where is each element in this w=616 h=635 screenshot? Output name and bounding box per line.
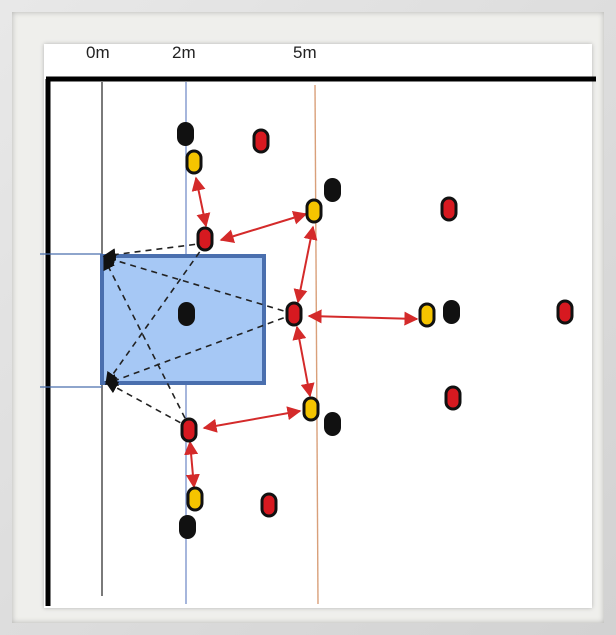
player-marker-icon <box>285 301 303 327</box>
player-marker-icon <box>302 396 320 422</box>
player-marker-icon <box>305 198 323 224</box>
player-marker-icon <box>178 302 195 326</box>
dashed-shot-lines <box>102 242 295 429</box>
label-0m: 0m <box>86 43 110 62</box>
player-marker-icon <box>443 300 460 324</box>
red-players <box>180 128 574 518</box>
player-marker-icon <box>196 226 214 252</box>
player-marker-icon <box>324 412 341 436</box>
player-marker-icon <box>440 196 458 222</box>
player-marker-icon <box>180 417 198 443</box>
player-marker-icon <box>179 515 196 539</box>
label-2m: 2m <box>172 43 196 62</box>
player-marker-icon <box>260 492 278 518</box>
player-marker-icon <box>185 149 203 175</box>
black-players <box>177 122 460 539</box>
player-marker-icon <box>556 299 574 325</box>
player-marker-icon <box>324 178 341 202</box>
player-marker-icon <box>252 128 270 154</box>
line-5m <box>314 84 319 605</box>
player-marker-icon <box>186 486 204 512</box>
player-marker-icon <box>418 302 436 328</box>
red-pass-arrows <box>184 176 419 489</box>
player-marker-icon <box>444 385 462 411</box>
label-5m: 5m <box>293 43 317 62</box>
yellow-players <box>185 149 436 512</box>
player-marker-icon <box>177 122 194 146</box>
